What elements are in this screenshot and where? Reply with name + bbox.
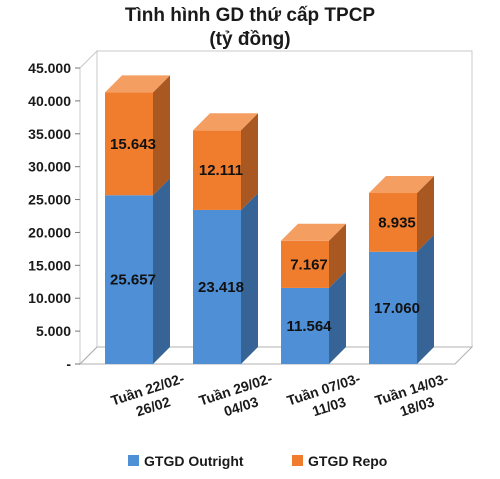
bar-top [105,75,170,93]
y-tick-label: 20.000 [28,224,71,240]
bar-segment [193,113,258,210]
bar-side [153,75,170,196]
y-tick-label: - [66,356,71,372]
y-tick-label: 30.000 [28,159,71,175]
data-label: 11.564 [286,318,332,335]
bar-front [105,92,153,196]
bar-side [241,192,258,364]
category-label: Tuần 14/03-18/03 [373,370,456,426]
y-tick-label: 15.000 [28,257,71,273]
bar-segment [193,192,258,364]
x-axis: Tuần 22/02-26/02 Tuần 29/02-04/03 Tuần 07/… [109,370,456,426]
floor [78,346,474,365]
data-label: 12.111 [199,162,243,179]
side-wall [79,49,98,366]
bar-segment [369,234,434,364]
bar-side [329,223,346,288]
legend-swatch [292,455,303,466]
bar-side [153,178,170,364]
legend-label: GTGD Repo [308,453,387,469]
bar-side [417,176,434,252]
bar-front [369,251,417,364]
category-label: Tuần 29/02-04/03 [197,370,280,426]
legend: GTGD Outright GTGD Repo [128,453,387,469]
data-label: 8.935 [378,214,416,231]
bar-segment [369,176,434,252]
bar-front [105,195,153,364]
y-tick-label: 40.000 [28,93,71,109]
bar-front [193,209,241,364]
bar-segment [281,270,346,364]
y-axis: 45.000 40.000 35.000 30.000 25.000 20.000 15.0… [28,60,80,372]
bars: 25.657 15.643 23.418 12.111 11.564 7.167 17.06… [105,75,434,364]
bar-front [281,240,329,288]
bar-segment [105,178,170,364]
data-label: 7.167 [290,256,328,273]
bar-side [241,113,258,210]
bar-front [193,130,241,210]
data-label: 25.657 [110,272,156,289]
y-tick-label: 45.000 [28,60,71,76]
bar-front [369,193,417,252]
y-tick-label: 35.000 [28,126,71,142]
y-tick-label: 5.000 [36,323,71,339]
legend-swatch [128,455,139,466]
y-tick-label: 25.000 [28,192,71,208]
y-tick-label: 10.000 [28,290,71,306]
chart-title: Tình hình GD thứ cấp TPCP [125,5,376,26]
legend-label: GTGD Outright [144,453,244,469]
bar-segment [105,75,170,196]
bar-side [417,234,434,364]
data-label: 15.643 [110,136,156,153]
bar-segment [281,223,346,288]
bar-top [281,223,346,241]
data-label: 23.418 [198,279,244,296]
chart-subtitle: (tỷ đồng) [209,29,290,50]
bar-top [369,176,434,194]
bar-side [329,270,346,364]
bar-front [281,287,329,364]
category-label: Tuần 22/02-26/02 [109,370,192,426]
category-label: Tuần 07/03-11/03 [285,370,368,426]
bar-top [193,113,258,131]
data-label: 17.060 [374,300,420,317]
